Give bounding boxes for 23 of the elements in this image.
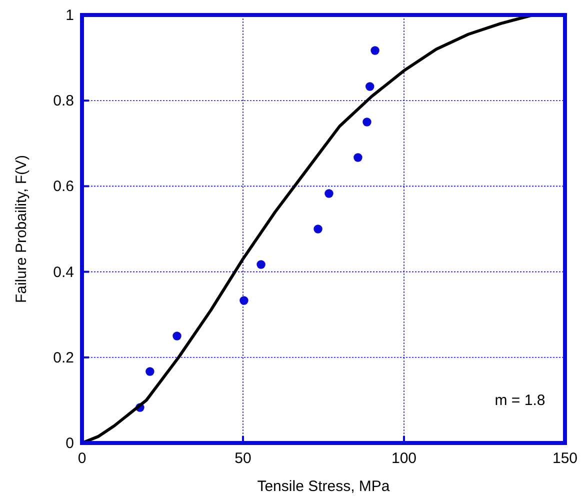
- x-tick-label: 100: [391, 450, 417, 467]
- y-tick-label: 0.8: [53, 92, 74, 110]
- point: [366, 82, 374, 91]
- point: [324, 189, 334, 198]
- annotation: m = 1.8: [494, 392, 546, 409]
- x-tick-label: 50: [234, 450, 252, 467]
- point: [354, 153, 362, 162]
- point: [172, 332, 182, 340]
- y-tick-label: 0.6: [53, 178, 74, 196]
- y-tick-label: 0: [66, 435, 74, 452]
- x-tick-label: 0: [78, 450, 86, 467]
- x-axis-title: Tensile Stress, MPa: [257, 478, 390, 495]
- y-tick-label: 0.2: [53, 349, 74, 366]
- y-axis-title: Failure Probaility, F(V): [13, 154, 30, 304]
- point: [362, 118, 372, 126]
- point: [370, 46, 380, 55]
- point: [314, 224, 322, 234]
- y-tick-label: 0.4: [53, 264, 74, 281]
- y-tick-label: 1: [66, 7, 74, 24]
- x-tick-label: 150: [552, 450, 578, 467]
- point: [256, 260, 266, 269]
- point: [240, 296, 248, 305]
- point: [146, 367, 154, 376]
